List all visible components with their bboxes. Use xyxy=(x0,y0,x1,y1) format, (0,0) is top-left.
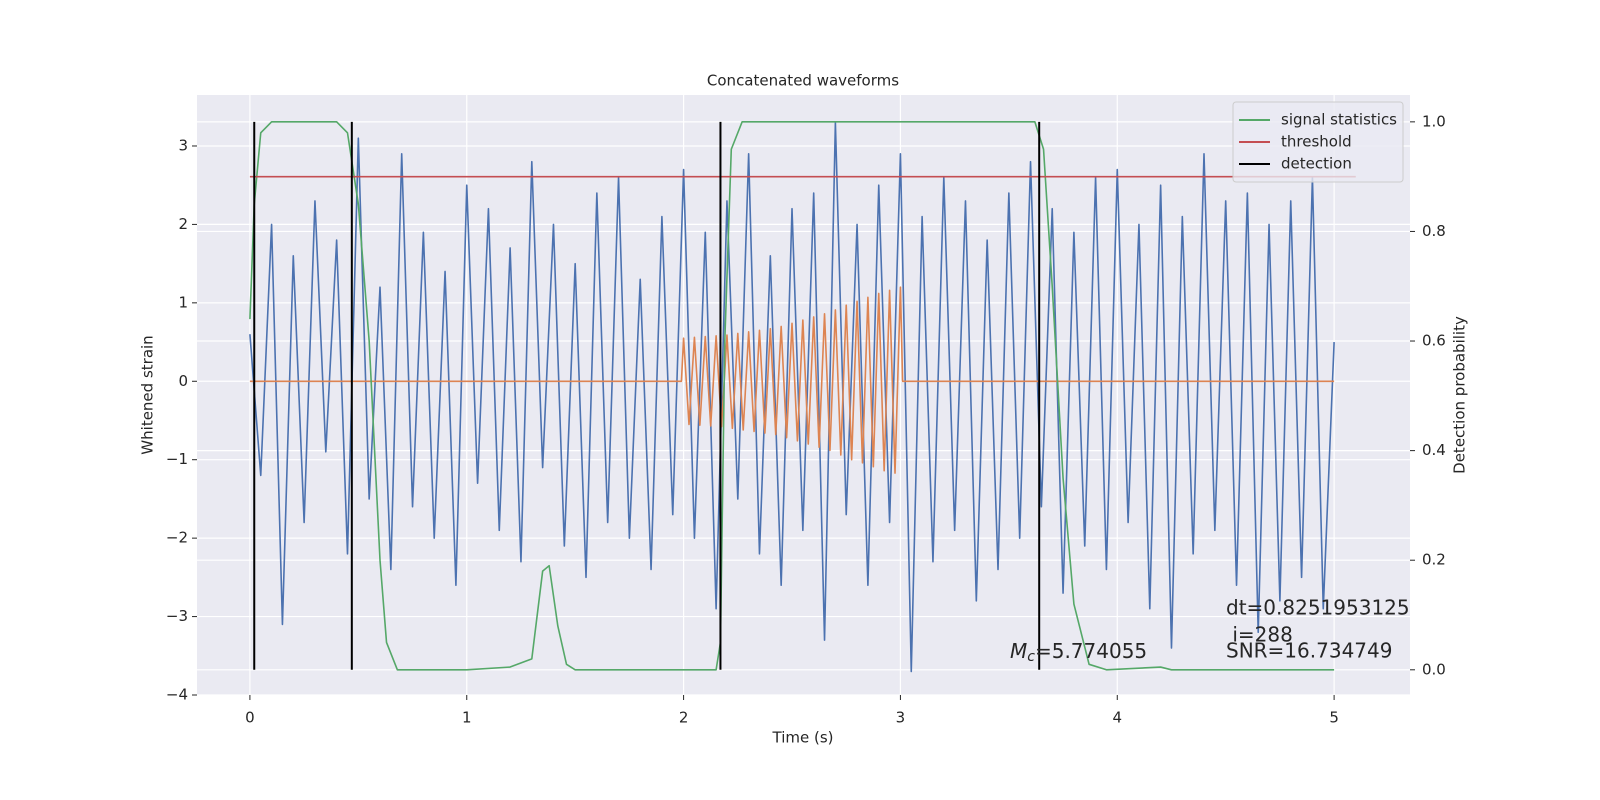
y2-tick-label: 0.4 xyxy=(1422,441,1446,459)
plot-area xyxy=(197,95,1410,695)
y-tick-label: 2 xyxy=(178,215,188,233)
mass-annotation: Mc=5.774055 xyxy=(1010,639,1147,666)
series-line xyxy=(253,121,1041,670)
y2-axis-label: Detection probability xyxy=(1451,316,1469,474)
y-tick-label: 3 xyxy=(178,136,188,154)
x-tick-label: 2 xyxy=(679,709,689,727)
legend-label: detection xyxy=(1281,155,1352,173)
legend-label: signal statistics xyxy=(1281,111,1397,129)
x-tick-label: 5 xyxy=(1329,709,1339,727)
y2-tick-label: 0.8 xyxy=(1422,222,1446,240)
y-tick-label: −1 xyxy=(166,450,188,468)
y2-tick-label: 0.2 xyxy=(1422,551,1446,569)
mass-value: =5.774055 xyxy=(1035,639,1147,663)
y2-tick-label: 0.0 xyxy=(1422,660,1446,678)
x-tick-label: 4 xyxy=(1112,709,1122,727)
y-tick-label: −2 xyxy=(166,529,188,547)
mass-subscript: c xyxy=(1027,649,1035,665)
series-line xyxy=(249,121,1335,673)
y-tick-label: 0 xyxy=(178,372,188,390)
x-tick-label: 3 xyxy=(896,709,906,727)
chart-title: Concatenated waveforms xyxy=(707,72,899,90)
mass-symbol: M xyxy=(1010,639,1027,663)
y-tick-label: −4 xyxy=(166,686,188,704)
x-tick-label: 1 xyxy=(462,709,472,727)
x-tick-label: 0 xyxy=(245,709,255,727)
y2-tick-label: 1.0 xyxy=(1422,112,1446,130)
series-line xyxy=(249,286,1335,474)
legend-box xyxy=(1232,101,1404,183)
annotation: i=288 xyxy=(1226,623,1293,647)
legend: signal statistics threshold detection xyxy=(1232,101,1404,183)
annotation: dt=0.8251953125 xyxy=(1226,596,1410,620)
y-axis-label: Whitened strain xyxy=(139,335,157,454)
y-tick-label: −3 xyxy=(166,607,188,625)
legend-label: threshold xyxy=(1281,133,1352,151)
x-axis-label: Time (s) xyxy=(772,729,834,747)
series-line xyxy=(249,121,1335,671)
annotation: SNR=16.734749 xyxy=(1226,639,1392,663)
y-tick-label: 1 xyxy=(178,293,188,311)
y2-tick-label: 0.6 xyxy=(1422,332,1446,350)
marks xyxy=(249,121,1356,673)
